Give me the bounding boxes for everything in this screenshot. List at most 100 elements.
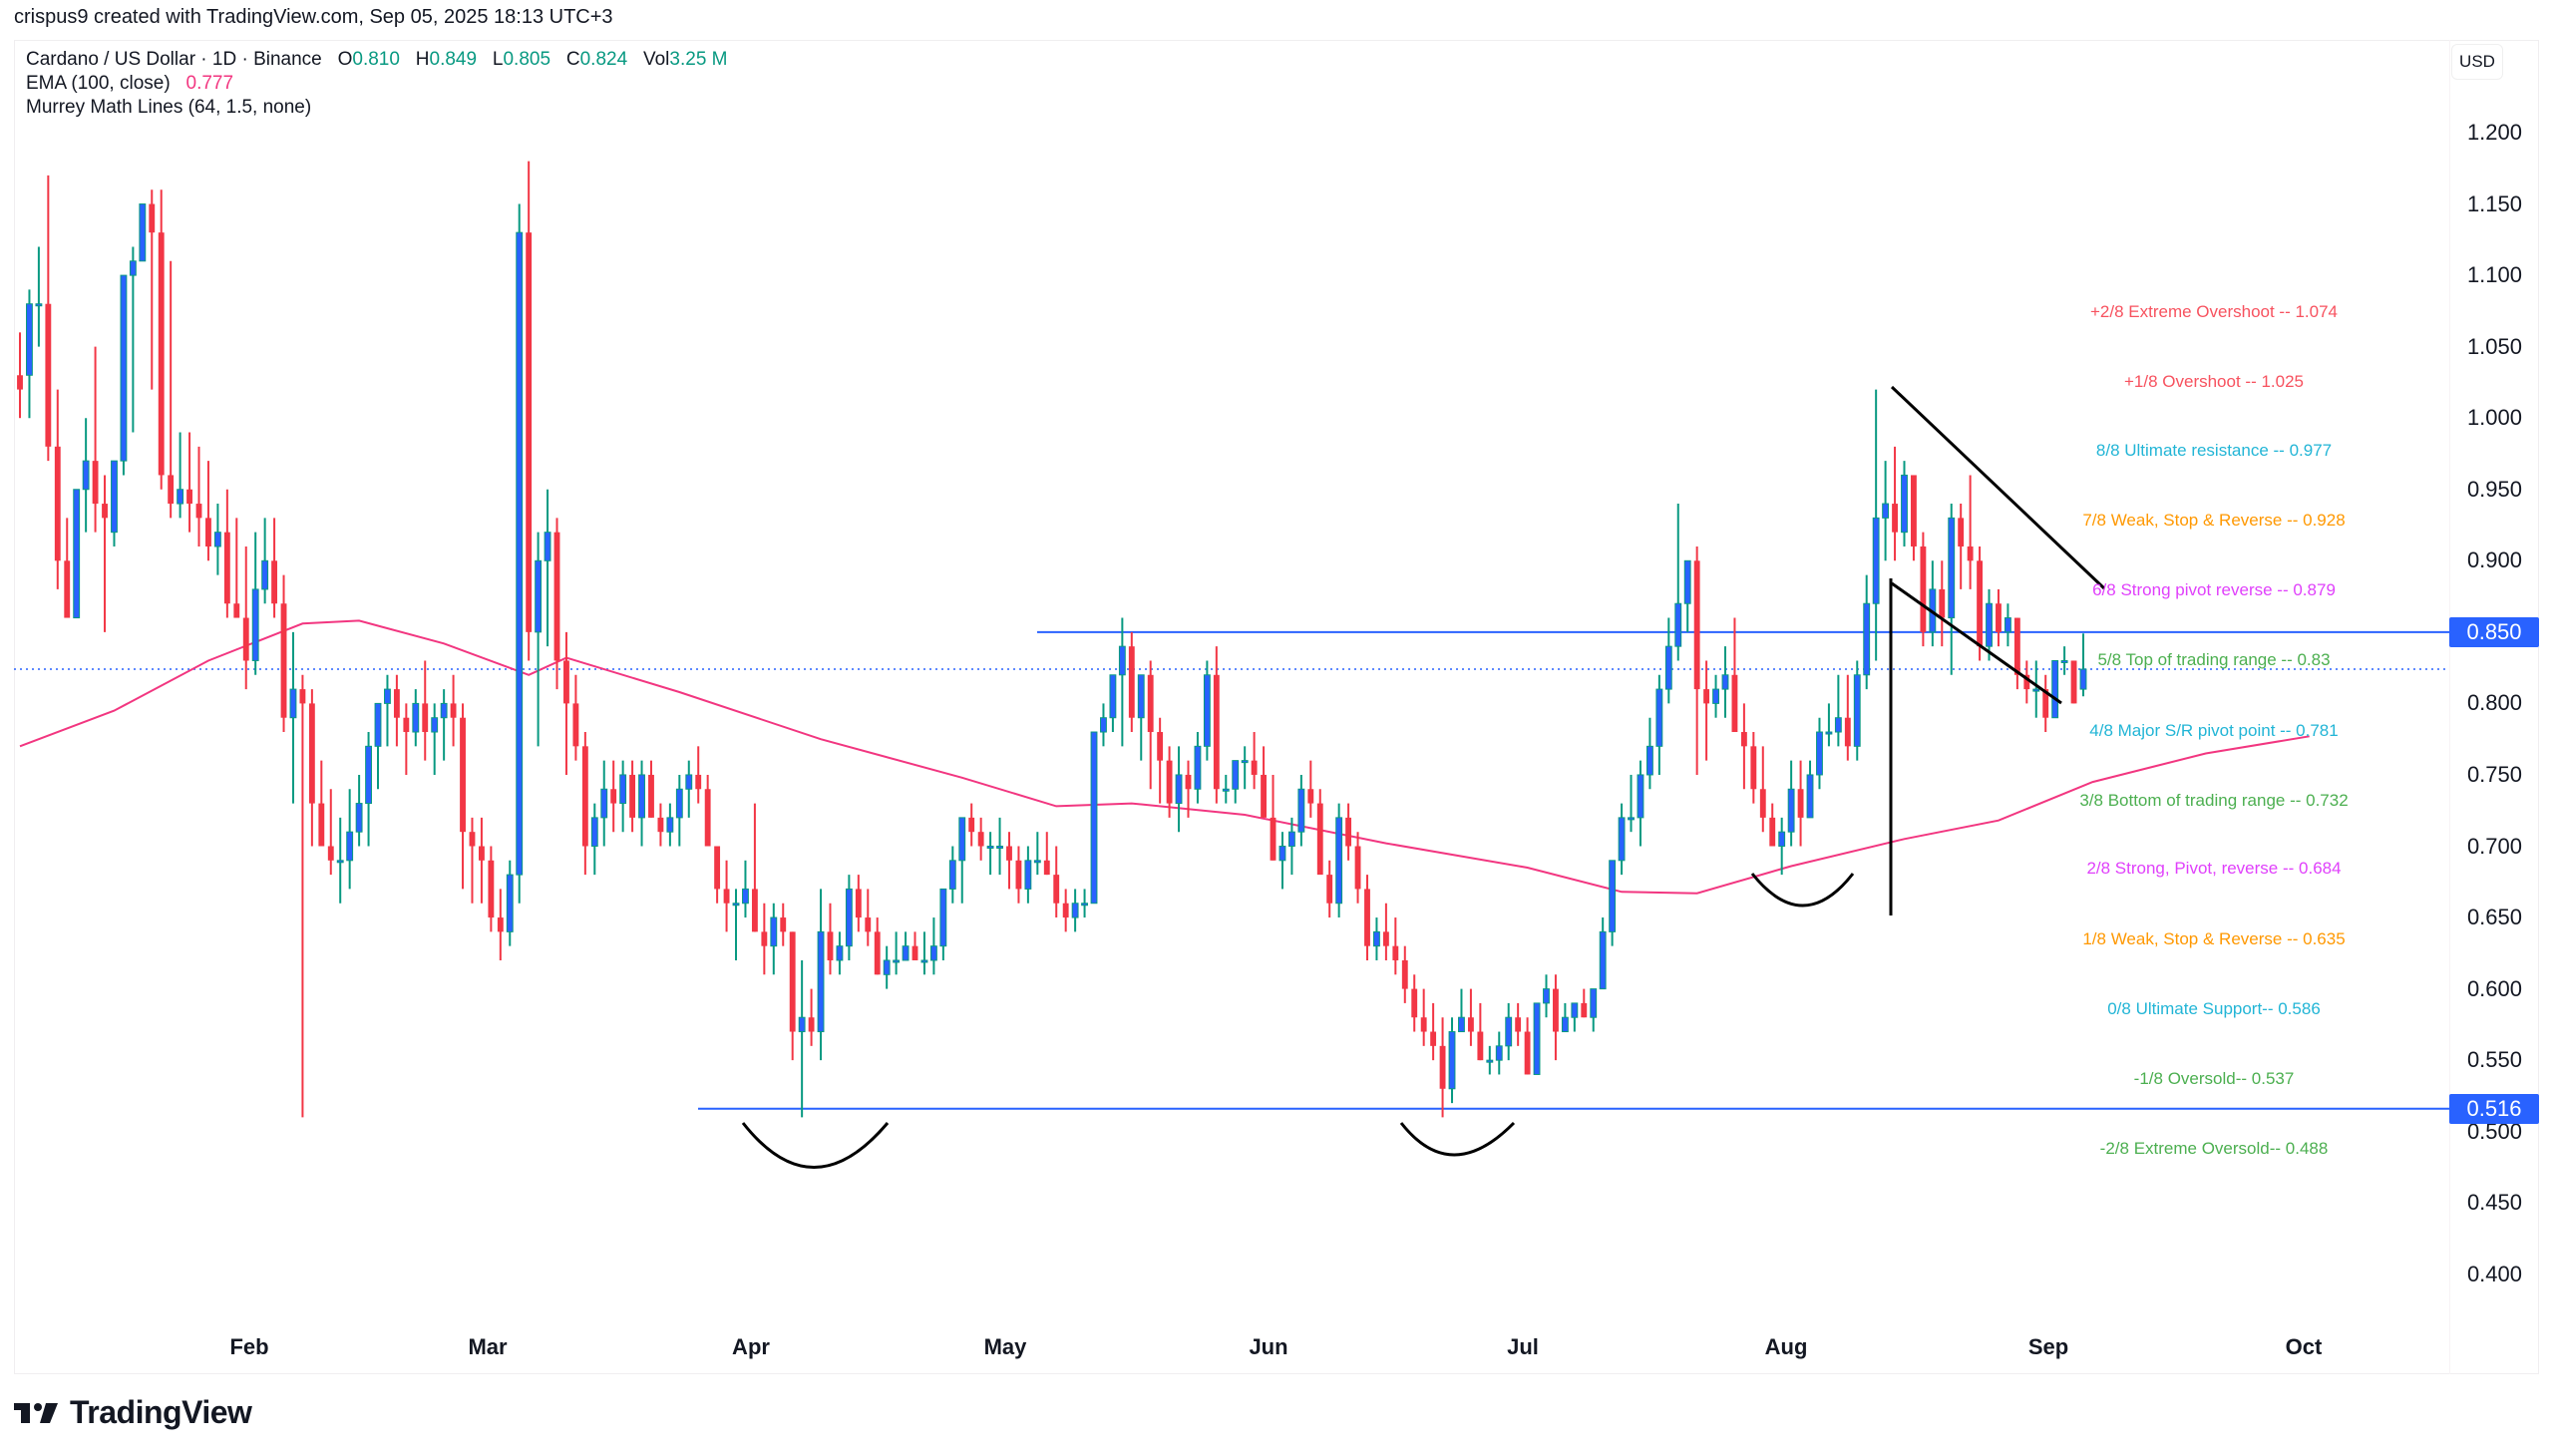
murrey-level-label: 4/8 Major S/R pivot point -- 0.781	[2089, 720, 2339, 740]
candle	[619, 760, 627, 833]
candle	[808, 988, 815, 1046]
candle	[1345, 803, 1352, 861]
candle	[1147, 660, 1154, 790]
open-label: O	[337, 49, 353, 70]
candle	[102, 475, 108, 632]
candle	[1750, 732, 1757, 804]
ema-label: EMA (100, close)	[26, 73, 171, 94]
candle	[1128, 631, 1135, 733]
candle	[1825, 703, 1833, 747]
candle	[600, 760, 608, 847]
candle	[261, 518, 269, 604]
murrey-level-label: 5/8 Top of trading range -- 0.83	[2097, 650, 2331, 670]
time-tick-may: May	[983, 1334, 1027, 1359]
candle	[129, 246, 137, 433]
candle	[929, 917, 937, 975]
candle	[1590, 988, 1598, 1032]
candle	[1373, 917, 1380, 960]
murrey-level-label: 2/8 Strong, Pivot, reverse -- 0.684	[2086, 859, 2342, 879]
candle	[1599, 917, 1607, 990]
candle	[2051, 659, 2059, 719]
candle	[299, 674, 306, 1118]
flag-upper-trendline[interactable]	[1890, 385, 2106, 590]
rounded-bottom-arc-august[interactable]	[1750, 873, 1855, 908]
tradingview-brand[interactable]: TradingView	[14, 1394, 252, 1431]
candle	[977, 817, 984, 861]
time-tick-mar: Mar	[468, 1334, 508, 1359]
candle	[431, 703, 439, 775]
candle	[2042, 674, 2049, 733]
price-tick-label: 1.200	[2466, 120, 2522, 145]
flag-lower-trendline[interactable]	[1891, 581, 2062, 705]
currency-button[interactable]: USD	[2451, 44, 2503, 80]
candle	[488, 846, 495, 932]
symbol-legend-row[interactable]: Cardano / US Dollar · 1D · Binance O0.81…	[26, 48, 728, 72]
price-tick-label: 0.650	[2466, 905, 2522, 930]
candle	[1458, 988, 1465, 1033]
candle	[1645, 717, 1653, 790]
candle	[1100, 703, 1107, 747]
chart-credit: crispus9 created with TradingView.com, S…	[14, 6, 613, 28]
candle	[780, 903, 787, 946]
candle	[827, 903, 834, 975]
candle	[902, 931, 910, 961]
murrey-level-label: 7/8 Weak, Stop & Reverse -- 0.928	[2082, 511, 2346, 531]
candle	[1364, 875, 1370, 960]
price-tag-0850[interactable]: 0.850	[2449, 616, 2539, 647]
high-label: H	[415, 49, 430, 70]
rounded-bottom-arc-june[interactable]	[1399, 1121, 1516, 1157]
candle	[1806, 760, 1814, 819]
candle	[327, 789, 334, 876]
candle	[789, 931, 796, 1061]
candle	[251, 532, 259, 675]
candle	[1609, 860, 1617, 946]
price-tick-label: 0.950	[2466, 476, 2522, 502]
candle	[45, 175, 52, 462]
time-axis[interactable]: Feb Mar Apr May Jun Jul Aug Sep Oct	[14, 1312, 2449, 1374]
time-tick-jun: Jun	[1249, 1334, 1288, 1359]
candle	[158, 189, 165, 490]
candle	[223, 489, 230, 618]
candle	[450, 674, 457, 747]
candle	[912, 931, 918, 960]
candle	[1109, 674, 1117, 733]
candle	[1278, 832, 1286, 890]
candle	[893, 931, 901, 975]
candle	[1430, 1002, 1437, 1061]
candle	[723, 860, 730, 932]
candle	[1495, 1031, 1503, 1075]
candle	[1203, 660, 1211, 761]
price-tick-label: 1.050	[2466, 333, 2522, 359]
candle	[412, 689, 420, 747]
candle	[1213, 646, 1220, 804]
candle	[64, 518, 71, 618]
candle	[1515, 1002, 1522, 1046]
murrey-level-label: 0/8 Ultimate Support-- 0.586	[2107, 998, 2321, 1018]
candle	[1194, 732, 1202, 804]
candle	[1287, 817, 1295, 876]
candle	[346, 789, 354, 890]
candle	[1693, 546, 1700, 775]
candle	[1816, 717, 1823, 790]
candle	[1335, 803, 1343, 918]
candle	[1137, 674, 1145, 761]
rounded-bottom-arc-april[interactable]	[741, 1122, 890, 1169]
candle	[35, 246, 43, 347]
murrey-legend-row[interactable]: Murrey Math Lines (64, 1.5, none)	[26, 96, 728, 120]
candle	[384, 674, 391, 747]
candle	[732, 889, 740, 960]
candle	[1628, 774, 1635, 833]
candle	[242, 546, 249, 690]
price-tick-label: 1.000	[2466, 405, 2522, 431]
price-tag-0516[interactable]: 0.516	[2449, 1093, 2539, 1124]
candle	[986, 832, 994, 876]
price-tick-label: 0.900	[2466, 547, 2522, 573]
candle	[1740, 703, 1747, 790]
candle	[213, 504, 221, 575]
candle	[2023, 660, 2030, 704]
price-axis[interactable]: 1.200 1.150 1.100 1.050 1.000 0.950 0.900 0.800…	[2449, 40, 2540, 1374]
ema-legend-row[interactable]: EMA (100, close) 0.777	[26, 72, 728, 96]
candle	[1911, 475, 1917, 561]
candle	[948, 846, 956, 904]
